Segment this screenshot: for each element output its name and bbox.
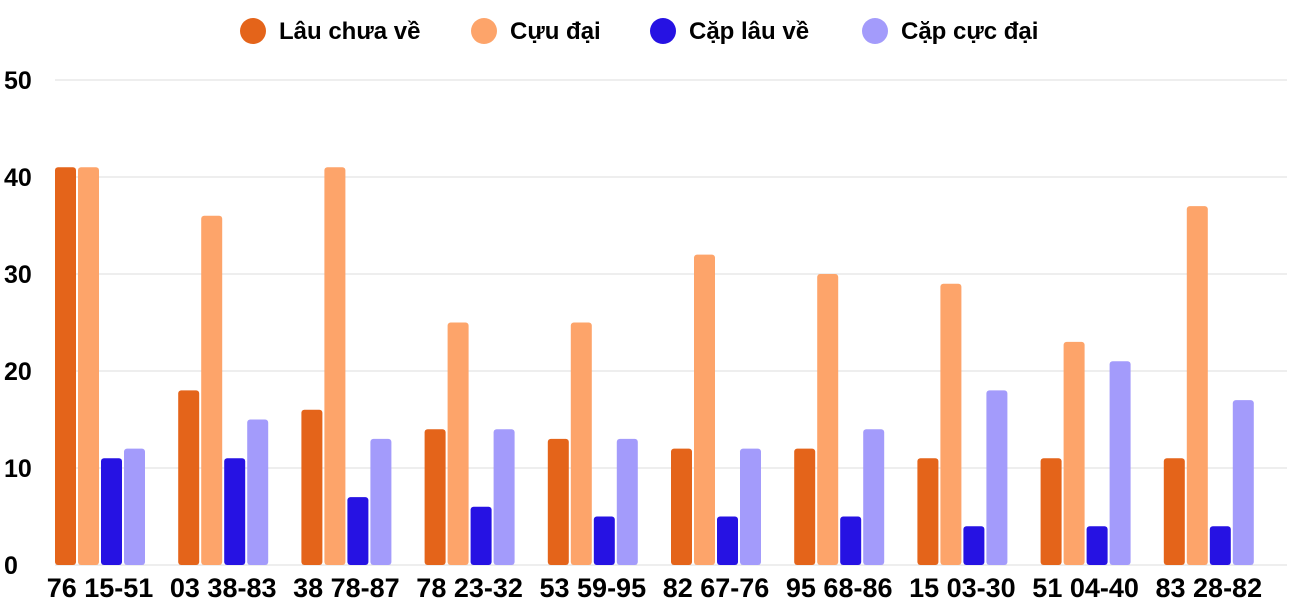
bar — [963, 526, 985, 565]
y-tick-label: 50 — [4, 67, 32, 95]
bar — [671, 448, 692, 565]
bar — [224, 458, 246, 565]
x-category-label: 95 68-86 — [786, 573, 893, 600]
y-tick-label: 30 — [4, 261, 32, 289]
bar — [55, 167, 76, 566]
bar — [1163, 458, 1185, 565]
legend-item: Cựu đại — [471, 18, 601, 45]
x-category-label: 53 59-95 — [540, 573, 647, 600]
bar — [593, 516, 615, 565]
bar — [1040, 458, 1062, 565]
bar — [840, 516, 862, 565]
bar — [794, 448, 816, 565]
legend: Lâu chưa về Cựu đại Cặp lâu về Cặp cực đại — [240, 18, 1038, 45]
bar — [570, 322, 592, 565]
bar — [717, 516, 738, 565]
x-axis-category-labels: 76 15-51 03 38-83 38 78-87 78 23-32 53 59-95… — [47, 573, 1262, 600]
x-category-label: 03 38-83 — [170, 573, 277, 600]
bar — [1086, 526, 1108, 565]
y-tick-label: 10 — [4, 455, 32, 483]
bar — [1063, 341, 1085, 565]
bar — [178, 390, 200, 565]
y-tick-label: 40 — [4, 164, 32, 192]
bar — [940, 283, 962, 565]
legend-item: Cặp cực đại — [862, 18, 1038, 45]
bar — [424, 429, 446, 565]
bar — [447, 322, 469, 565]
x-category-label: 78 23-32 — [416, 573, 523, 600]
legend-label: Cựu đại — [510, 18, 601, 45]
legend-swatch — [862, 18, 888, 44]
bar — [1186, 206, 1208, 565]
bar — [324, 167, 346, 566]
bar — [124, 448, 145, 565]
bar — [201, 215, 223, 566]
legend-label: Lâu chưa về — [279, 18, 420, 45]
bar — [817, 274, 839, 565]
x-category-label: 51 04-40 — [1032, 573, 1139, 600]
x-category-label: 15 03-30 — [909, 573, 1016, 600]
x-category-label: 76 15-51 — [47, 573, 154, 600]
bar — [1209, 526, 1231, 565]
bar — [863, 429, 885, 565]
bar — [470, 506, 492, 565]
x-category-label: 82 67-76 — [663, 573, 770, 600]
bar — [917, 458, 939, 565]
bar — [694, 254, 715, 565]
bar — [347, 497, 369, 565]
legend-swatch — [471, 18, 497, 44]
y-axis-tick-labels: 0 10 20 30 40 50 — [4, 67, 32, 580]
legend-item: Cặp lâu về — [650, 18, 809, 45]
legend-label: Cặp cực đại — [901, 18, 1038, 45]
x-category-label: 38 78-87 — [293, 573, 400, 600]
bar — [547, 438, 569, 565]
bar — [616, 438, 638, 565]
bar — [740, 448, 761, 565]
legend-swatch — [650, 18, 676, 44]
legend-item: Lâu chưa về — [240, 18, 420, 45]
y-tick-label: 0 — [4, 552, 18, 580]
bar — [301, 409, 323, 565]
x-category-label: 83 28-82 — [1156, 573, 1263, 600]
bar — [370, 438, 392, 565]
legend-swatch — [240, 18, 266, 44]
bar — [1109, 361, 1131, 565]
y-tick-label: 20 — [4, 358, 32, 386]
legend-label: Cặp lâu về — [689, 18, 809, 45]
bar — [101, 458, 122, 565]
bar — [986, 390, 1008, 565]
bar — [78, 167, 99, 566]
bar — [1232, 400, 1254, 565]
bar — [247, 419, 269, 565]
bar — [493, 429, 515, 565]
bars — [55, 167, 1254, 566]
